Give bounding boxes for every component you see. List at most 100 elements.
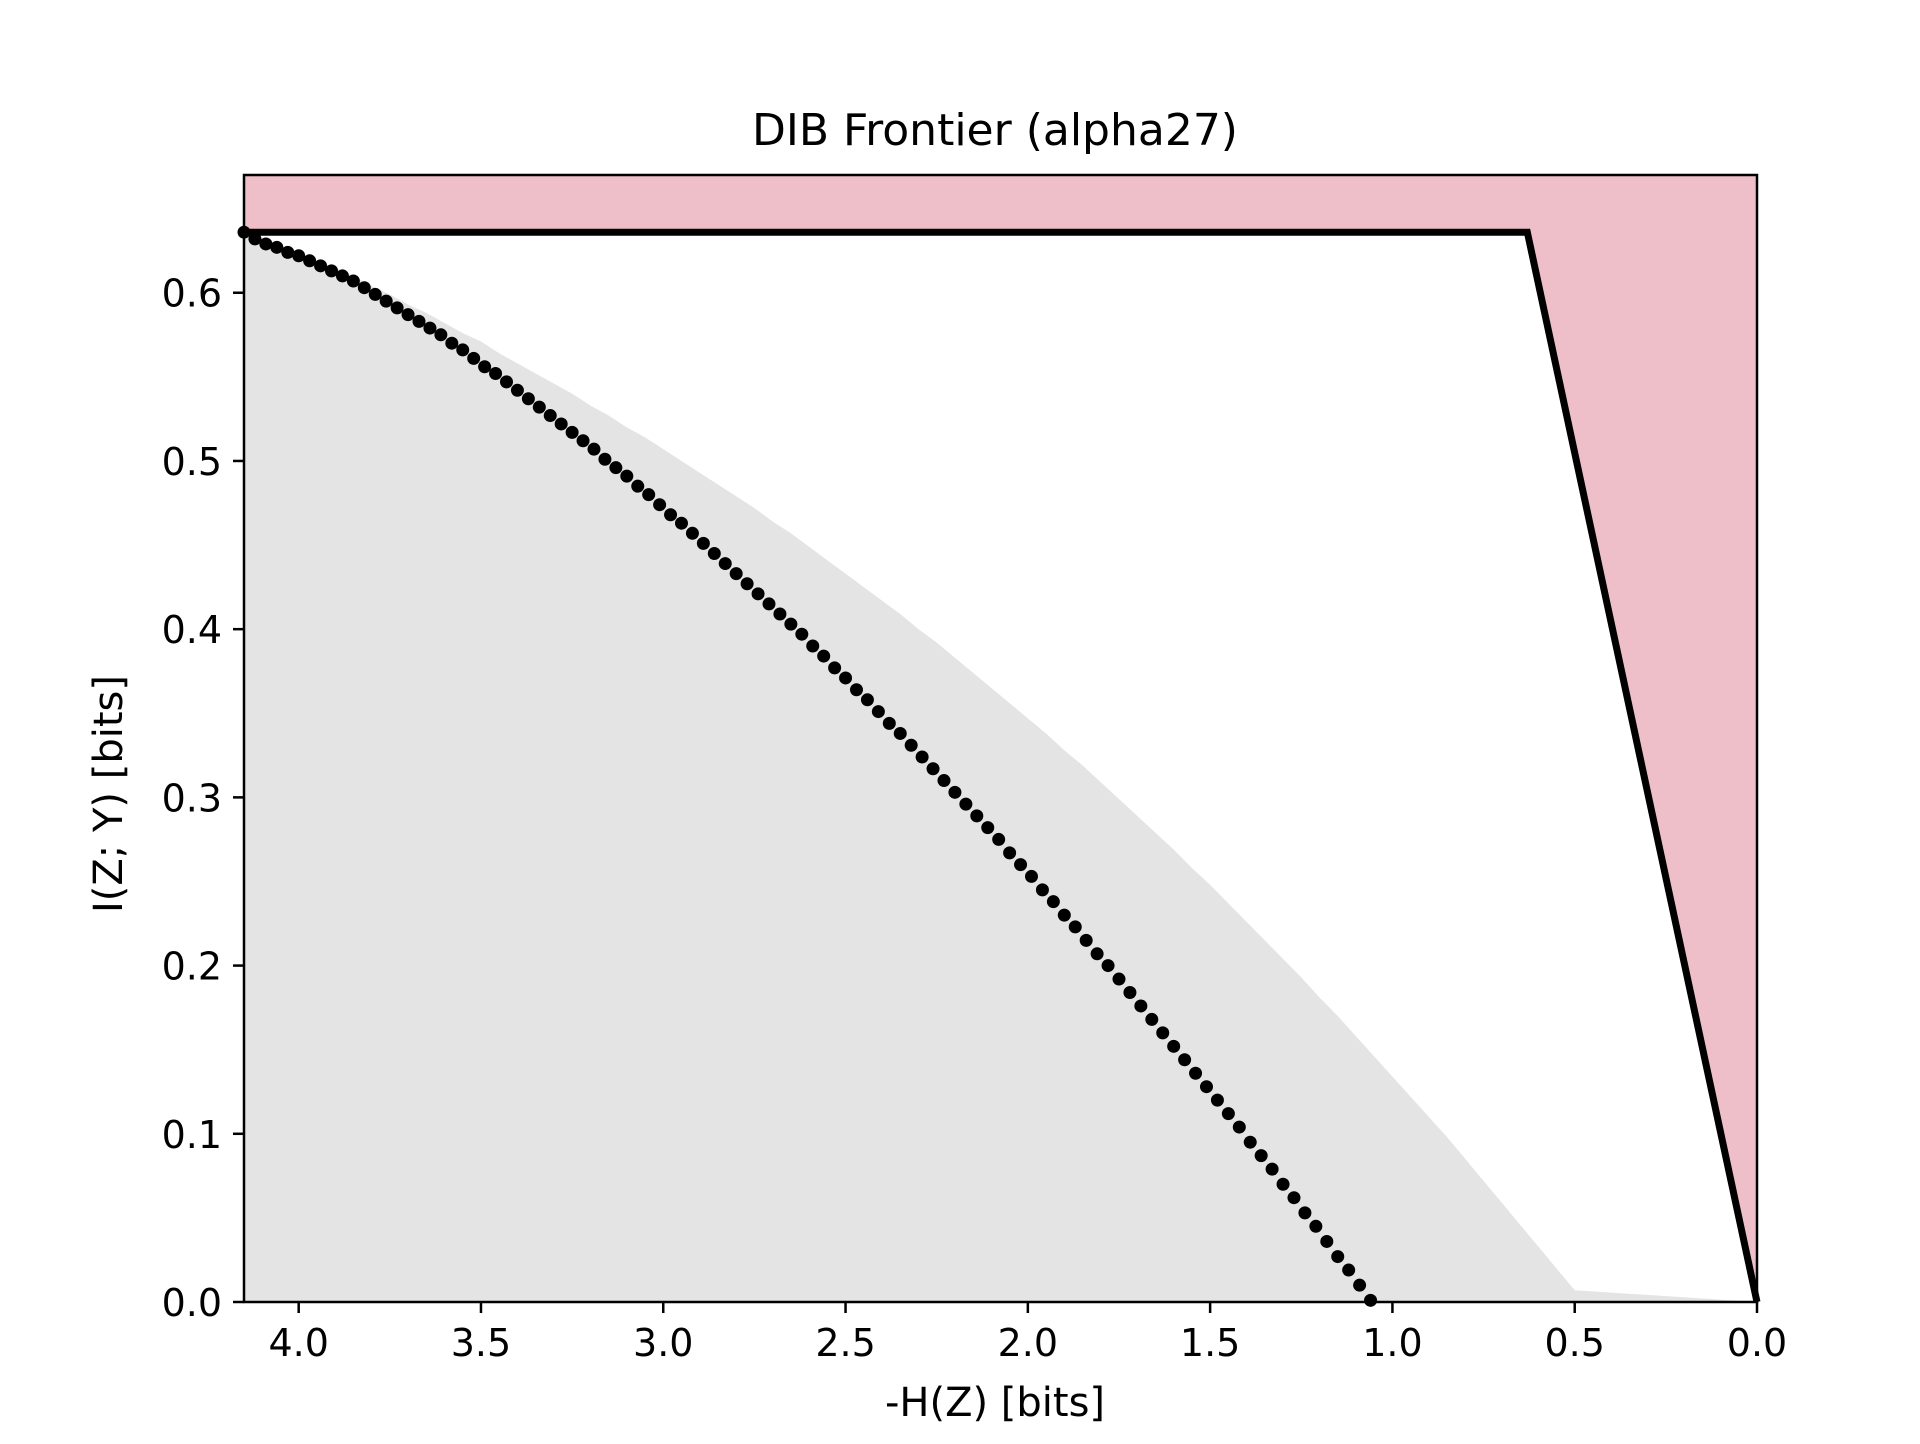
infeasible-region	[244, 175, 1757, 1302]
scatter-point	[346, 274, 360, 288]
y-tick-label: 0.2	[162, 945, 222, 989]
scatter-point	[959, 797, 973, 811]
scatter-point	[1079, 933, 1093, 947]
scatter-point	[368, 287, 382, 301]
scatter-point	[248, 232, 262, 246]
bound-line	[244, 228, 1761, 1303]
scatter-point	[335, 269, 349, 283]
scatter-point	[1320, 1234, 1334, 1248]
scatter-point	[784, 617, 798, 631]
scatter-point	[598, 452, 612, 466]
scatter-point	[587, 442, 601, 456]
scatter-point	[1232, 1120, 1246, 1134]
scatter-point	[795, 627, 809, 641]
scatter-point	[718, 557, 732, 571]
scatter-point	[620, 469, 634, 483]
y-tick-label: 0.4	[162, 608, 222, 652]
x-tick-label: 3.5	[451, 1321, 511, 1365]
scatter-point	[532, 400, 546, 414]
scatter-point	[445, 336, 459, 350]
scatter-point	[871, 705, 885, 719]
scatter-point	[456, 343, 470, 357]
scatter-point	[970, 809, 984, 823]
scatter-point	[1287, 1191, 1301, 1205]
scatter-point	[729, 567, 743, 581]
scatter-point	[489, 366, 503, 380]
scatter-point	[1265, 1162, 1279, 1176]
axes-layer: 4.0 3.5 3.0 2.5 2.0 1.5 1.0 0.5 0.0 0.0 0.1 0.2 0.3 0…	[162, 173, 1787, 1365]
y-tick-label: 0.0	[162, 1281, 222, 1325]
scatter-point	[1123, 985, 1137, 999]
scatter-point	[1221, 1107, 1235, 1121]
scatter-point	[412, 314, 426, 328]
scatter-point	[882, 716, 896, 730]
scatter-point	[499, 375, 513, 389]
scatter-point	[1309, 1219, 1323, 1233]
scatter-point	[806, 639, 820, 653]
y-tick-label: 0.5	[162, 440, 222, 484]
x-axis-label: -H(Z) [bits]	[885, 1380, 1105, 1426]
scatter-point	[631, 479, 645, 493]
scatter-point	[948, 785, 962, 799]
scatter-point	[1254, 1149, 1268, 1163]
scatter-point	[1090, 947, 1104, 961]
scatter-point	[849, 683, 863, 697]
scatter-point	[860, 693, 874, 707]
scatter-point	[653, 498, 667, 512]
scatter-point	[390, 301, 404, 315]
scatter-point	[1243, 1135, 1257, 1149]
scatter-point	[904, 738, 918, 752]
scatter-point	[664, 508, 678, 522]
scatter-point	[401, 308, 415, 322]
scatter-point	[1068, 920, 1082, 934]
x-tick-label: 1.0	[1362, 1321, 1422, 1365]
scatter-point	[1342, 1263, 1356, 1277]
scatter-point	[281, 245, 295, 259]
scatter-point	[259, 237, 273, 251]
scatter-point	[434, 328, 448, 342]
scatter-point	[423, 321, 437, 335]
x-tick-label: 0.5	[1544, 1321, 1604, 1365]
scatter-point	[1167, 1039, 1181, 1053]
x-tick-label: 0.0	[1727, 1321, 1787, 1365]
scatter-point	[828, 661, 842, 675]
scatter-point	[1035, 883, 1049, 897]
scatter-point	[609, 461, 623, 475]
scatter-point	[270, 240, 284, 254]
scatter-point	[576, 434, 590, 448]
scatter-point	[324, 264, 338, 278]
scatter-point	[1024, 869, 1038, 883]
scatter-point	[1014, 858, 1028, 872]
fill-layer	[244, 175, 1757, 1302]
scatter-point	[773, 607, 787, 621]
scatter-point	[937, 774, 951, 788]
scatter-point	[642, 488, 656, 502]
scatter-point	[674, 516, 688, 530]
scatter-point	[467, 351, 481, 365]
scatter-point	[1364, 1293, 1378, 1307]
scatter-point	[1003, 846, 1017, 860]
y-tick-label: 0.6	[162, 272, 222, 316]
y-tick-label: 0.3	[162, 776, 222, 820]
scatter-point	[1112, 972, 1126, 986]
scatter-point	[554, 417, 568, 431]
scatter-point	[521, 392, 535, 406]
scatter-point	[1276, 1177, 1290, 1191]
x-tick-label: 1.5	[1180, 1321, 1240, 1365]
scatter-point	[1178, 1053, 1192, 1067]
scatter-point	[839, 671, 853, 685]
scatter-point	[1156, 1026, 1170, 1040]
scatter-point	[292, 249, 306, 263]
scatter-point	[1199, 1080, 1213, 1094]
scatter-point	[1331, 1250, 1345, 1264]
achievable-region	[244, 232, 1757, 1302]
scatter-point	[357, 281, 371, 295]
scatter-point	[565, 425, 579, 439]
scatter-point	[1101, 959, 1115, 973]
scatter-point	[1298, 1206, 1312, 1220]
scatter-point	[510, 383, 524, 397]
scatter-point	[478, 360, 492, 374]
scatter-point	[685, 526, 699, 540]
scatter-point	[1353, 1278, 1367, 1292]
scatter-point	[1134, 999, 1148, 1013]
